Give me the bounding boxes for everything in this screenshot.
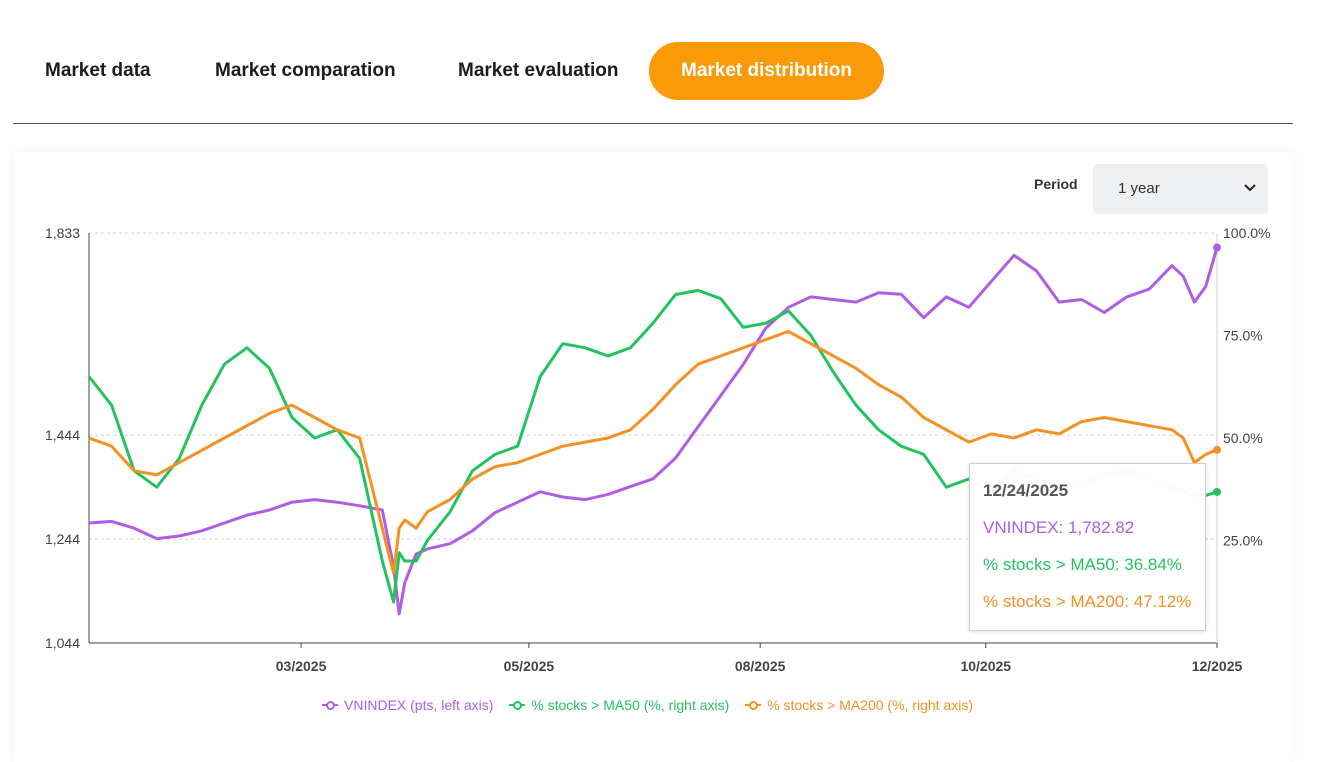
y2-tick-label: 25.0% — [1223, 533, 1263, 549]
legend-item-ma200[interactable]: % stocks > MA200 (%, right axis) — [745, 697, 973, 713]
y2-tick-label: 75.0% — [1223, 328, 1263, 344]
x-tick-label: 10/2025 — [960, 658, 1011, 674]
chart-tooltip: 12/24/2025 VNINDEX: 1,782.82 % stocks > … — [969, 463, 1206, 631]
y-tick-label: 1,044 — [45, 635, 80, 651]
x-tick-label: 12/2025 — [1192, 658, 1243, 674]
y-tick-label: 1,244 — [45, 531, 80, 547]
series-end-point-2 — [1213, 445, 1221, 454]
legend-marker — [745, 700, 762, 710]
legend-marker — [322, 700, 339, 710]
tab-market-evaluation[interactable]: Market evaluation — [458, 60, 619, 81]
tooltip-ma50: % stocks > MA50: 36.84% — [983, 555, 1182, 574]
period-select[interactable]: 1 year — [1093, 164, 1268, 214]
tooltip-vnindex: VNINDEX: 1,782.82 — [983, 518, 1135, 537]
legend-marker — [509, 700, 526, 710]
y2-tick-label: 50.0% — [1223, 430, 1263, 446]
period-label: Period — [1034, 176, 1078, 192]
x-tick-label: 03/2025 — [276, 658, 327, 674]
tab-market-data[interactable]: Market data — [45, 60, 151, 81]
legend-label: % stocks > MA50 (%, right axis) — [531, 697, 730, 713]
series-line-2 — [88, 329, 1218, 575]
series-end-point-0 — [1213, 243, 1221, 252]
legend-item-vnindex[interactable]: VNINDEX (pts, left axis) — [322, 697, 493, 713]
chevron-down-icon — [1244, 184, 1256, 192]
y2-tick-label: 100.0% — [1223, 225, 1270, 241]
tooltip-ma200: % stocks > MA200: 47.12% — [983, 592, 1192, 611]
y-tick-label: 1,833 — [45, 225, 80, 241]
tab-bar: Market data Market comparation Market ev… — [13, 40, 1293, 104]
tab-divider — [13, 123, 1293, 124]
tab-market-comparation[interactable]: Market comparation — [215, 60, 396, 81]
chart-legend: VNINDEX (pts, left axis) % stocks > MA50… — [0, 697, 1295, 713]
legend-label: VNINDEX (pts, left axis) — [344, 697, 494, 713]
y-tick-label: 1,444 — [45, 427, 80, 443]
legend-item-ma50[interactable]: % stocks > MA50 (%, right axis) — [509, 697, 729, 713]
series-line-0 — [88, 247, 1219, 616]
tab-market-distribution[interactable]: Market distribution — [649, 42, 885, 100]
x-tick-label: 08/2025 — [735, 658, 786, 674]
x-tick-label: 05/2025 — [504, 658, 555, 674]
legend-label: % stocks > MA200 (%, right axis) — [767, 697, 973, 713]
chart-card — [13, 152, 1293, 762]
tooltip-date: 12/24/2025 — [983, 481, 1069, 500]
series-end-point-1 — [1213, 487, 1221, 496]
period-select-value: 1 year — [1118, 180, 1160, 197]
